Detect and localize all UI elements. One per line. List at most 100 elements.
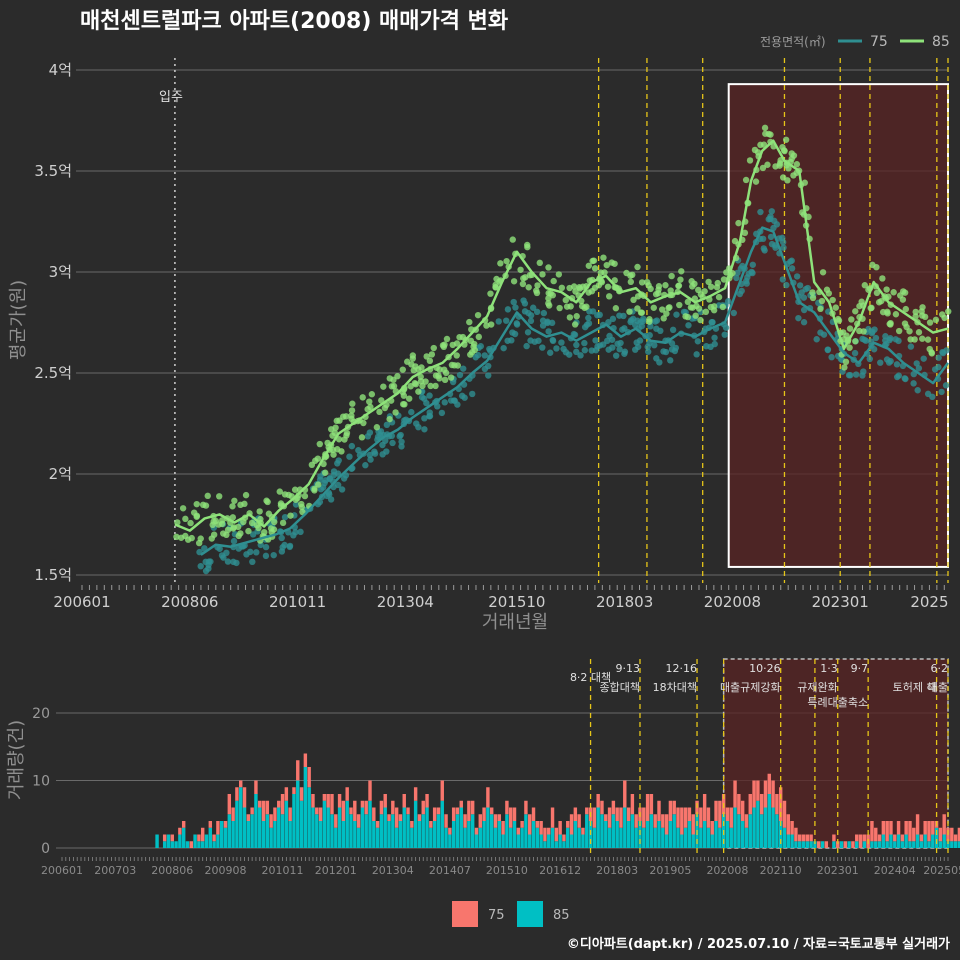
price-point: [241, 500, 248, 508]
volume-bar-85: [657, 821, 661, 848]
volume-bar-75: [383, 794, 387, 808]
volume-bar-75: [235, 787, 239, 801]
volume-bar-75: [923, 821, 927, 835]
volume-bar-75: [630, 794, 635, 815]
price-point: [604, 283, 612, 290]
volume-bar-85: [600, 814, 604, 848]
price-point: [224, 526, 232, 534]
volume-bar-85: [474, 834, 479, 848]
price-point: [233, 559, 240, 567]
price-point: [442, 369, 450, 377]
price-point: [910, 380, 917, 387]
price-point: [662, 348, 670, 356]
price-point: [419, 382, 426, 390]
volume-bar-85: [771, 807, 775, 848]
volume-bar-75: [623, 780, 627, 808]
volume-bar-75: [855, 834, 859, 842]
price-point: [677, 276, 684, 283]
policy-name-label: 규제완화: [797, 681, 837, 694]
price-point: [316, 440, 323, 448]
price-point: [517, 266, 524, 273]
price-y-tick-label: 4억: [49, 61, 72, 79]
volume-bar-85: [885, 841, 889, 848]
price-point: [634, 305, 641, 312]
price-point: [709, 318, 716, 326]
price-point: [216, 545, 223, 552]
volume-bar-75: [478, 814, 482, 828]
volume-x-tick-label: 201407: [429, 864, 471, 877]
price-point: [941, 314, 948, 322]
price-point: [581, 347, 589, 354]
volume-bar-75: [524, 800, 528, 815]
volume-bar-85: [573, 821, 578, 848]
volume-bar-75: [786, 814, 791, 835]
price-point: [218, 520, 226, 528]
price-point: [650, 304, 657, 311]
price-x-tick-label: 200806: [161, 593, 218, 611]
volume-bar-75: [250, 807, 254, 815]
price-point: [861, 282, 869, 289]
price-point: [915, 365, 923, 372]
price-point: [646, 332, 653, 339]
price-point: [415, 423, 422, 431]
volume-bar-85: [337, 807, 342, 848]
price-point: [678, 268, 685, 275]
price-point: [423, 399, 430, 407]
volume-bar-85: [668, 821, 673, 848]
price-point: [398, 443, 405, 450]
volume-bar-85: [448, 834, 452, 848]
volume-bar-75: [474, 827, 479, 835]
volume-bar-85: [585, 814, 589, 848]
price-point: [573, 348, 580, 356]
volume-bar-75: [223, 821, 228, 828]
volume-bar-85: [345, 800, 349, 848]
policy-date-label: 10·26: [749, 662, 781, 675]
price-point: [801, 179, 808, 186]
volume-bar-75: [649, 794, 654, 815]
volume-bar-75: [455, 807, 460, 815]
price-point: [667, 357, 674, 364]
volume-policy-lines: 8·2 대책 9·13 종합대책 12·16 18차대책 10·26 대출규제강화 1·3 규제…: [570, 659, 949, 854]
volume-bar-85: [520, 827, 524, 848]
price-point: [242, 491, 250, 499]
price-point: [383, 421, 391, 429]
price-point: [271, 518, 278, 526]
price-series-lines: [174, 139, 950, 556]
volume-legend-label-75: 75: [488, 908, 505, 923]
price-point: [333, 417, 340, 425]
price-point: [287, 512, 294, 519]
price-point: [520, 275, 527, 282]
volume-bar-75: [288, 807, 292, 821]
volume-bar-85: [581, 834, 585, 848]
price-point: [286, 542, 294, 550]
price-point: [795, 314, 802, 322]
volume-bar-85: [934, 827, 939, 848]
price-point: [749, 261, 756, 268]
price-point: [705, 278, 712, 286]
price-point: [466, 318, 473, 326]
price-point: [549, 292, 556, 299]
price-point: [195, 539, 203, 547]
volume-bar-85: [277, 807, 281, 848]
volume-bar-75: [558, 821, 562, 835]
volume-bar-75: [710, 821, 714, 835]
volume-bar-75: [600, 800, 604, 815]
price-point: [757, 208, 764, 216]
volume-bar-85: [623, 807, 627, 848]
volume-bar-85: [258, 807, 262, 848]
price-point: [887, 357, 894, 365]
volume-bar-75: [877, 834, 882, 842]
price-x-tick-label: 201011: [269, 593, 326, 611]
volume-bar-75: [421, 800, 425, 815]
price-point: [193, 500, 200, 508]
price-point: [694, 338, 702, 345]
volume-bar-75: [942, 814, 946, 835]
volume-bar-85: [539, 834, 543, 848]
price-point: [779, 276, 787, 283]
price-point: [721, 331, 728, 338]
volume-bar-75: [775, 794, 779, 815]
price-point: [488, 321, 495, 328]
volume-bar-85: [166, 834, 171, 848]
price-point: [780, 244, 787, 251]
